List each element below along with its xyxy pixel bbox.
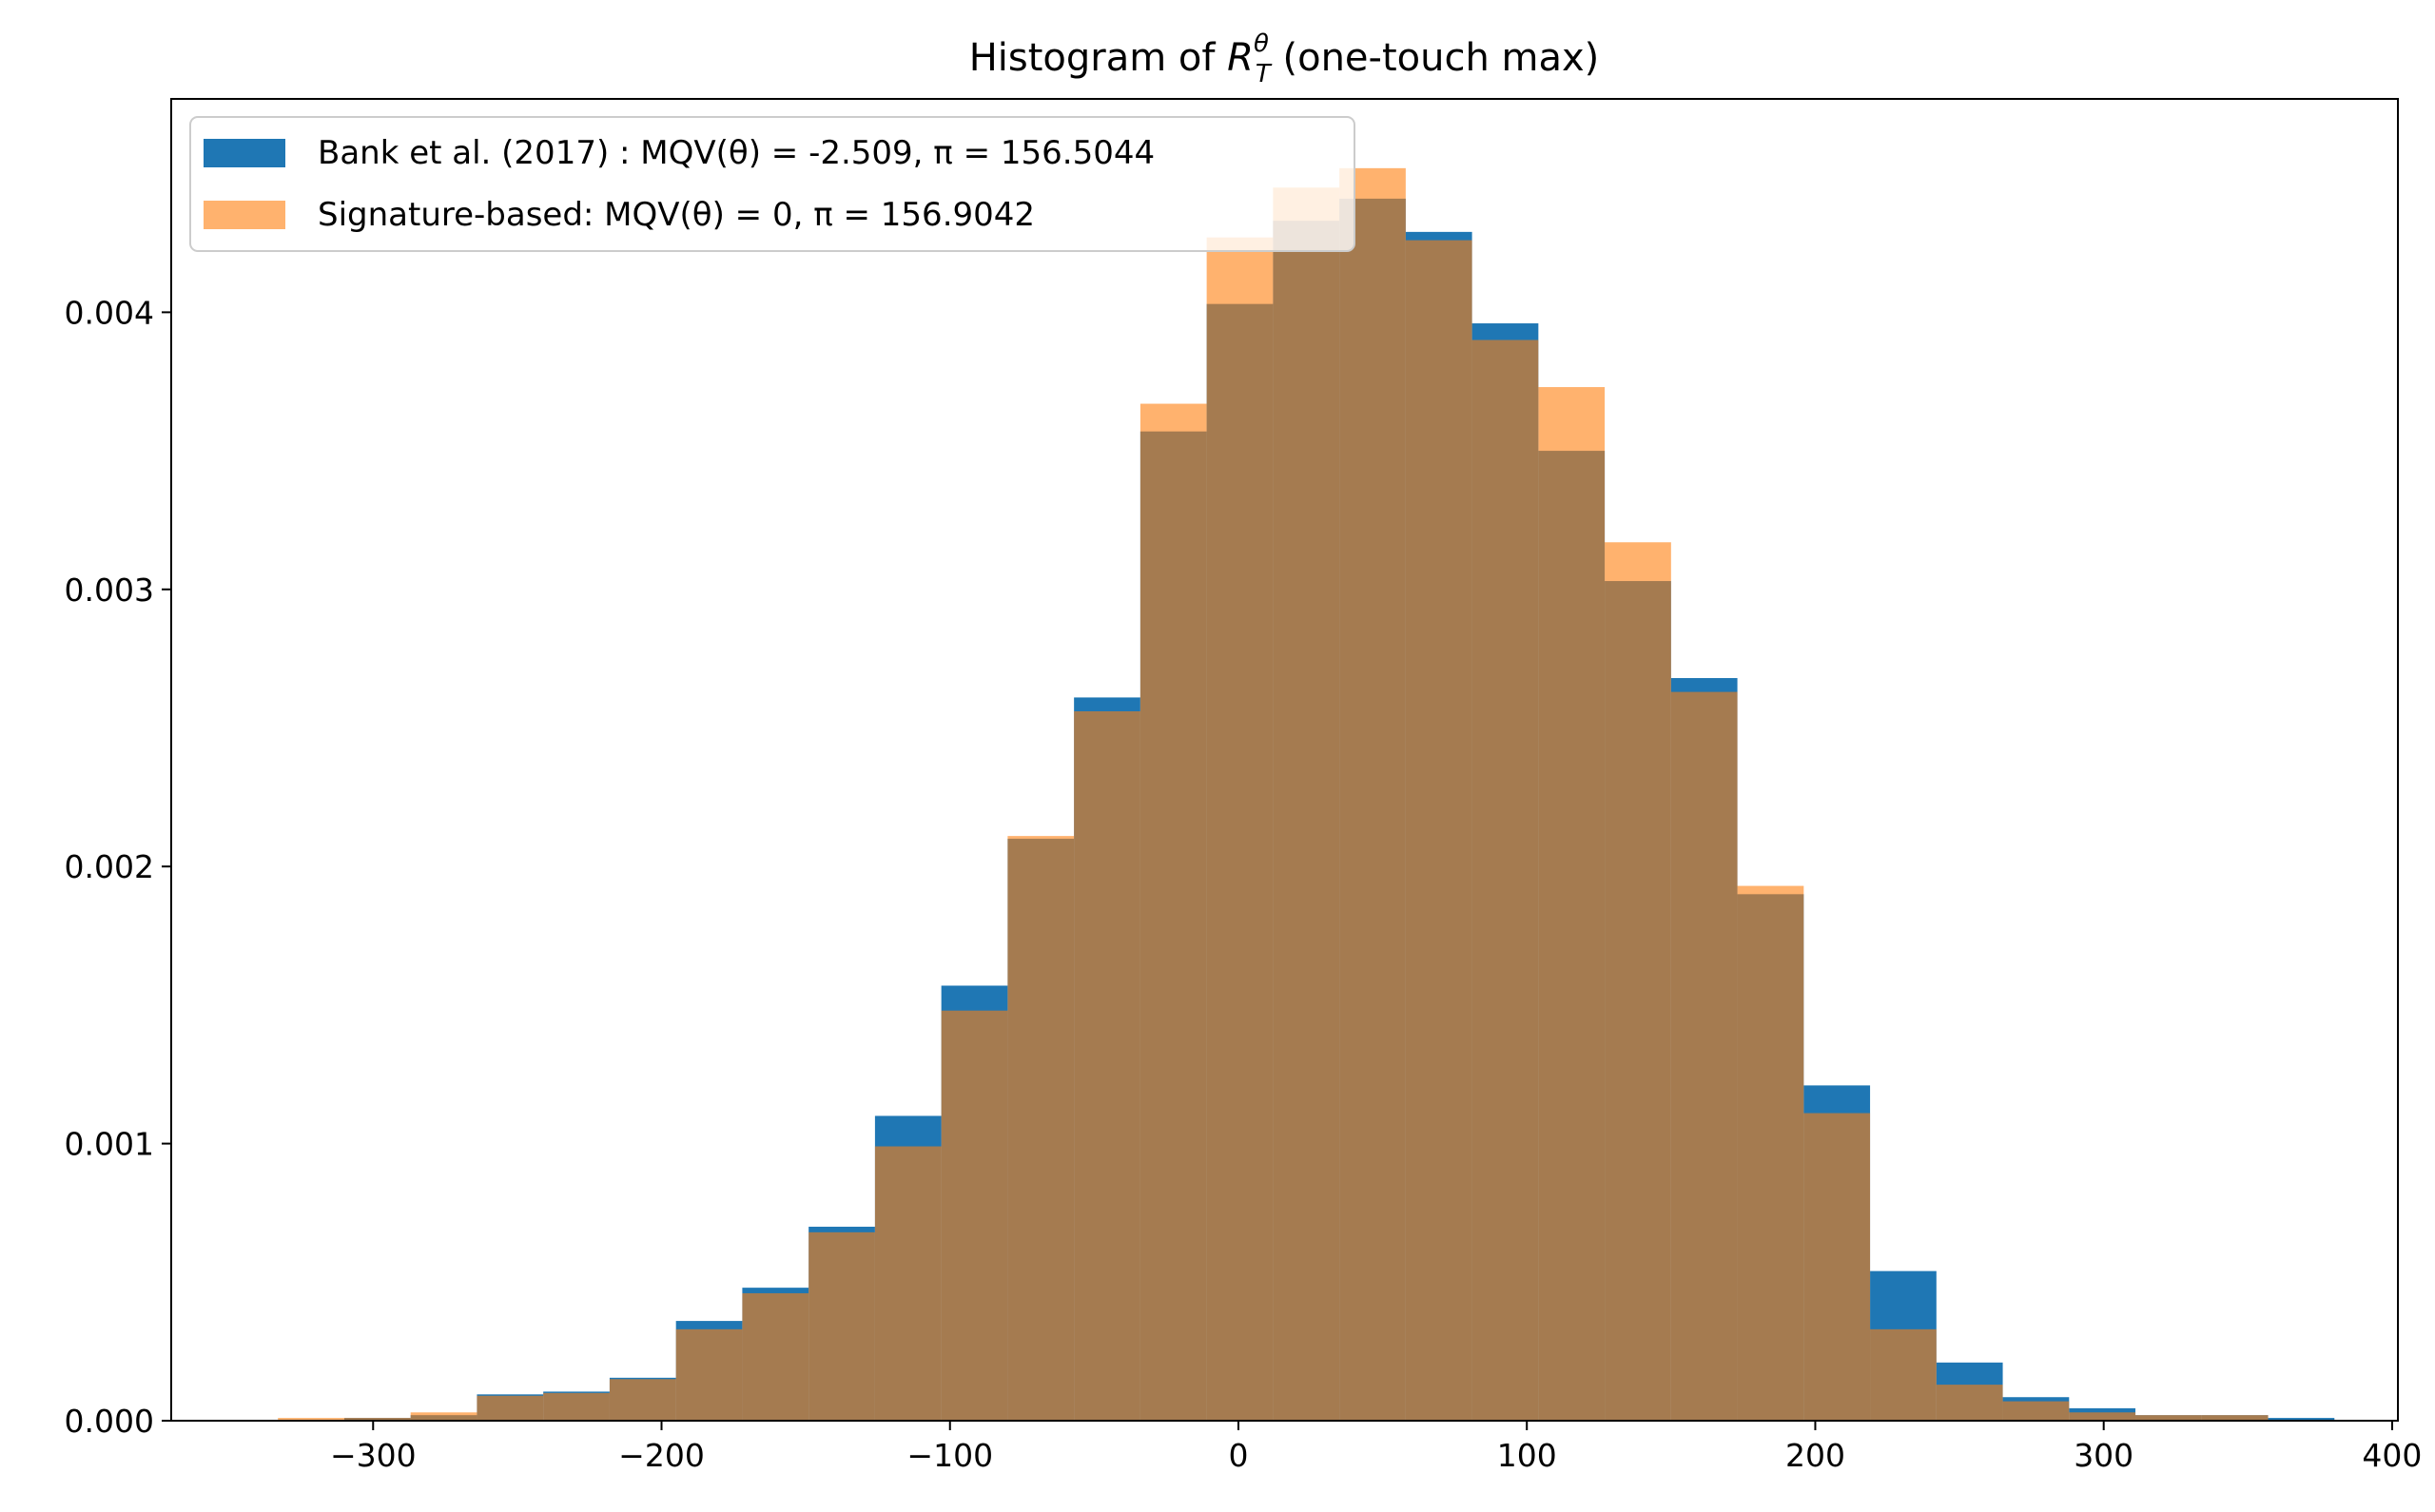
histogram-bar-signature-20: [1605, 542, 1671, 1421]
y-tick-label: 0.003: [65, 572, 154, 609]
histogram-bar-signature-0: [278, 1418, 344, 1421]
histogram-bar-signature-23: [1803, 1113, 1871, 1421]
x-tick-label: 100: [1497, 1437, 1557, 1474]
histogram-bar-signature-5: [609, 1379, 676, 1421]
plot-frame: [170, 98, 2399, 1422]
x-tick-label: 0: [1228, 1437, 1248, 1474]
y-tick-label: 0.002: [65, 848, 154, 885]
x-tick-label: 200: [1785, 1437, 1845, 1474]
histogram-bar-signature-29: [2201, 1415, 2269, 1421]
chart-title-suffix: (one-touch max): [1271, 36, 1600, 80]
legend: Bank et al. (2017) : MQV(θ) = -2.509, π …: [189, 116, 1355, 252]
histogram-bar-signature-26: [2002, 1401, 2070, 1421]
legend-label-bank: Bank et al. (2017) : MQV(θ) = -2.509, π …: [318, 134, 1155, 172]
histogram-bar-signature-16: [1339, 167, 1406, 1422]
bars-layer: [278, 167, 2335, 1422]
chart-title-superscript: θ: [1254, 29, 1269, 58]
y-tick-label: 0.000: [65, 1403, 154, 1440]
histogram-bar-signature-7: [742, 1292, 809, 1421]
legend-swatch-bank: [204, 139, 285, 167]
x-tick-label: 300: [2074, 1437, 2133, 1474]
histogram-bar-signature-22: [1737, 885, 1804, 1421]
histogram-bar-signature-6: [675, 1328, 743, 1421]
histogram-bar-bank-29: [2268, 1418, 2335, 1421]
y-tick-label: 0.004: [65, 294, 154, 331]
x-tick-label: 400: [2362, 1437, 2422, 1474]
histogram-bar-signature-28: [2135, 1415, 2202, 1421]
histogram-bar-signature-12: [1074, 711, 1140, 1421]
legend-box: [189, 116, 1355, 252]
x-tick-label: −200: [618, 1437, 705, 1474]
histogram-bar-signature-18: [1471, 339, 1539, 1421]
histogram-bar-signature-19: [1538, 387, 1606, 1421]
histogram-bar-signature-11: [1007, 836, 1075, 1421]
chart-title: Histogram of Rθ T (one-touch max): [969, 29, 1600, 88]
histogram-bar-signature-27: [2069, 1412, 2136, 1421]
histogram-bar-signature-9: [874, 1146, 942, 1421]
histogram-bar-signature-4: [543, 1392, 610, 1421]
histogram-bar-signature-3: [477, 1395, 544, 1421]
histogram-bar-signature-1: [343, 1418, 411, 1421]
histogram-bar-signature-21: [1670, 691, 1738, 1421]
histogram-bar-signature-24: [1870, 1328, 1937, 1421]
histogram-bar-signature-25: [1936, 1385, 2003, 1421]
histogram-bar-signature-14: [1206, 237, 1274, 1422]
legend-swatch-signature: [204, 201, 285, 229]
chart-title-subscript: T: [1256, 60, 1273, 88]
chart-title-prefix: Histogram of: [969, 36, 1227, 80]
x-axis-ticks: −300 −200 −100 0 100 200 300 400: [330, 1421, 2422, 1474]
x-tick-label: −300: [330, 1437, 417, 1474]
x-tick-label: −100: [906, 1437, 993, 1474]
histogram-bar-signature-13: [1140, 403, 1207, 1421]
histogram-bar-signature-8: [808, 1231, 875, 1421]
histogram-bar-signature-2: [410, 1412, 477, 1421]
legend-label-signature: Signature-based: MQV(θ) = 0, π = 156.904…: [318, 196, 1035, 234]
histogram-bar-signature-17: [1405, 240, 1472, 1421]
histogram-bar-signature-15: [1273, 187, 1340, 1421]
y-tick-label: 0.001: [65, 1126, 154, 1163]
y-axis-ticks: 0.000 0.001 0.002 0.003 0.004: [65, 294, 171, 1440]
histogram-bar-signature-10: [941, 1010, 1008, 1421]
chart-title-base: R: [1227, 36, 1254, 80]
